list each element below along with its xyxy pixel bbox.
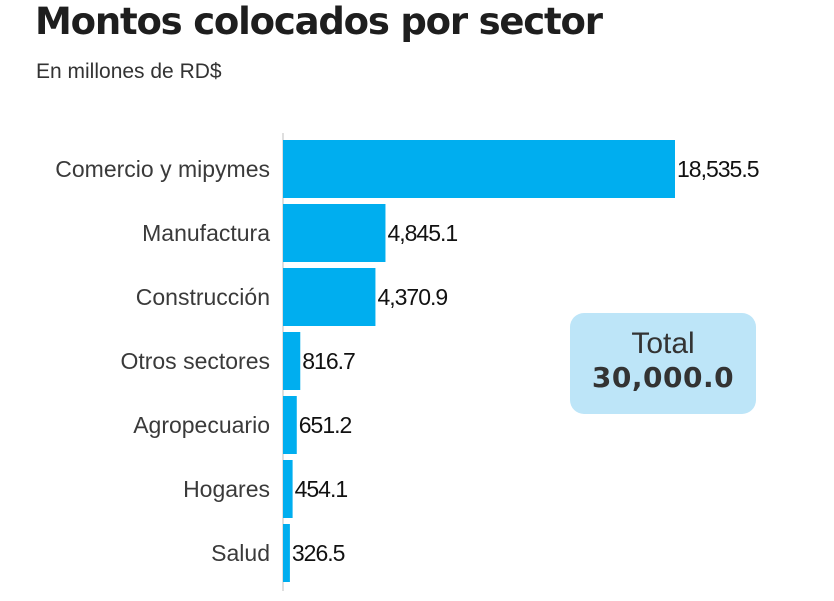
- bar-1: [283, 204, 386, 262]
- bar-0: [283, 140, 675, 198]
- category-label: Agropecuario: [133, 412, 270, 438]
- value-label: 816.7: [302, 348, 355, 374]
- category-label: Manufactura: [142, 220, 270, 246]
- bar-6: [283, 524, 290, 582]
- value-label: 18,535.5: [677, 156, 759, 182]
- category-label: Comercio y mipymes: [55, 156, 270, 182]
- value-label: 4,370.9: [377, 284, 447, 310]
- category-label: Otros sectores: [120, 348, 270, 374]
- value-label: 4,845.1: [387, 220, 457, 246]
- total-value: 30,000.0: [591, 361, 735, 394]
- chart-subtitle: En millones de RD$: [36, 60, 222, 83]
- total-label: Total: [631, 327, 695, 360]
- value-label: 326.5: [292, 540, 345, 566]
- chart-title: Montos colocados por sector: [35, 0, 603, 43]
- value-label: 651.2: [299, 412, 352, 438]
- bar-4: [283, 396, 297, 454]
- bar-2: [283, 268, 376, 326]
- category-label: Hogares: [183, 476, 270, 502]
- category-label: Construcción: [136, 284, 270, 310]
- category-label: Salud: [211, 540, 270, 566]
- bar-3: [283, 332, 301, 390]
- total-box: Total 30,000.0: [570, 313, 756, 414]
- bar-5: [283, 460, 293, 518]
- value-label: 454.1: [295, 476, 348, 502]
